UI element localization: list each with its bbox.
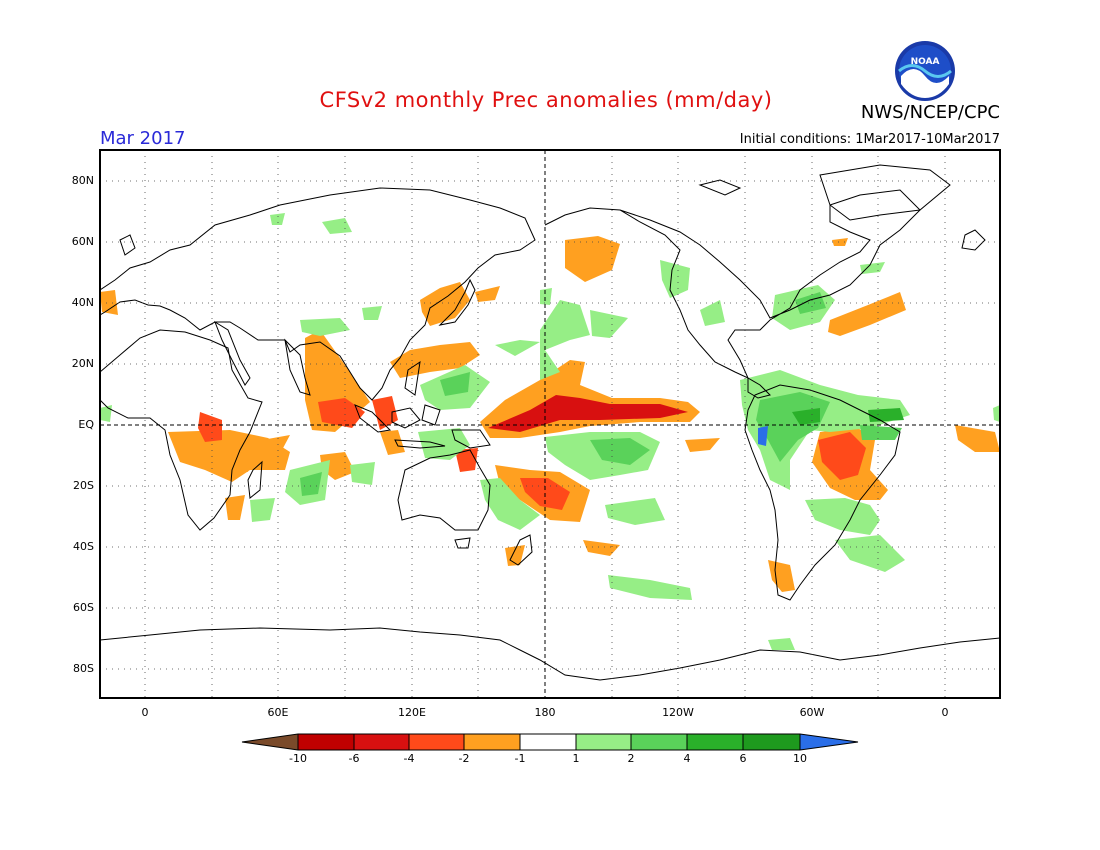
anomaly-region xyxy=(250,498,275,522)
colorbar-label: 4 xyxy=(683,752,691,765)
anomaly-region xyxy=(440,372,470,396)
anomaly-region xyxy=(475,286,500,302)
anomaly-region xyxy=(100,290,118,315)
anomaly-region xyxy=(860,262,885,274)
anomaly-region xyxy=(792,408,820,425)
anomaly-region xyxy=(350,462,375,485)
anomaly-region xyxy=(590,438,650,465)
anomaly-region xyxy=(270,213,285,225)
anomaly-region xyxy=(860,425,902,440)
lat-label: 60N xyxy=(71,235,94,248)
anomaly-region xyxy=(240,448,252,472)
anomaly-region xyxy=(420,282,470,326)
anomaly-region xyxy=(418,428,470,460)
anomaly-region xyxy=(198,412,222,442)
anomaly-region xyxy=(100,405,112,422)
anomaly-region xyxy=(540,300,590,380)
coastlines xyxy=(100,164,1000,681)
anomaly-fields xyxy=(100,213,1000,650)
anomaly-region xyxy=(758,426,768,446)
anomaly-region xyxy=(390,342,480,378)
colorbar-label: -2 xyxy=(458,752,470,765)
colorbar-label: -1 xyxy=(514,752,526,765)
anomaly-region xyxy=(660,260,690,298)
lat-label: 40S xyxy=(73,540,94,553)
lat-label: 80N xyxy=(71,174,94,187)
anomaly-region xyxy=(480,478,540,530)
anomaly-region xyxy=(828,292,906,336)
anomaly-region xyxy=(225,495,245,520)
anomaly-region xyxy=(495,340,540,356)
anomaly-region xyxy=(768,638,795,650)
anomaly-region xyxy=(805,498,880,535)
lat-label: 40N xyxy=(71,296,94,309)
logo-text: NOAA xyxy=(911,57,940,67)
anomaly-region xyxy=(583,540,620,556)
anomaly-region xyxy=(488,395,688,432)
noaa-logo: NOAA xyxy=(895,41,955,101)
anomaly-region xyxy=(700,300,725,326)
chart-title: CFSv2 monthly Prec anomalies (mm/day) xyxy=(319,88,773,112)
lat-label: 60S xyxy=(73,601,94,614)
anomaly-region xyxy=(565,236,620,282)
lon-label: 120E xyxy=(398,706,426,719)
anomaly-region xyxy=(168,430,290,482)
anomaly-region xyxy=(605,498,665,525)
lon-label: 0 xyxy=(141,706,149,719)
anomaly-region xyxy=(262,435,290,450)
lat-label: 20N xyxy=(71,357,94,370)
anomaly-region xyxy=(835,535,905,572)
anomaly-region xyxy=(505,545,525,566)
anomaly-region xyxy=(832,238,848,246)
anomaly-region xyxy=(380,430,405,455)
month-label: Mar 2017 xyxy=(100,128,186,149)
anomaly-region xyxy=(320,452,355,480)
anomaly-region xyxy=(955,425,1000,452)
colorbar-label: 1 xyxy=(572,752,580,765)
anomaly-region xyxy=(300,318,350,336)
lat-label: EQ xyxy=(78,418,94,431)
anomaly-region xyxy=(768,560,795,592)
anomaly-region xyxy=(818,432,866,480)
anomaly-region xyxy=(318,398,365,428)
anomaly-region xyxy=(300,472,322,496)
anomaly-region xyxy=(993,405,1000,422)
anomaly-region xyxy=(322,218,352,234)
organization-label: NWS/NCEP/CPC xyxy=(860,102,1000,123)
anomaly-region xyxy=(868,408,904,422)
colorbar-label: -6 xyxy=(348,752,360,765)
colorbar-label: 2 xyxy=(627,752,635,765)
anomaly-region xyxy=(590,310,628,338)
lon-label: 0 xyxy=(941,706,949,719)
anomaly-region xyxy=(540,288,552,305)
lon-label: 120W xyxy=(662,706,694,719)
colorbar-label: 10 xyxy=(793,752,807,765)
lon-label: 60W xyxy=(799,706,825,719)
colorbar-label: 6 xyxy=(739,752,747,765)
anomaly-region xyxy=(362,306,382,320)
lon-label: 180 xyxy=(534,706,556,719)
lat-label: 20S xyxy=(73,479,94,492)
colorbar-label: -4 xyxy=(403,752,415,765)
initial-conditions-label: Initial conditions: 1Mar2017-10Mar2017 xyxy=(739,132,1000,147)
anomaly-region xyxy=(608,575,692,600)
colorbar-label: -10 xyxy=(289,752,307,765)
map-frame xyxy=(99,149,1001,699)
lat-label: 80S xyxy=(73,662,94,675)
lon-label: 60E xyxy=(267,706,289,719)
grid-lines xyxy=(100,150,1000,698)
anomaly-region xyxy=(685,438,720,452)
